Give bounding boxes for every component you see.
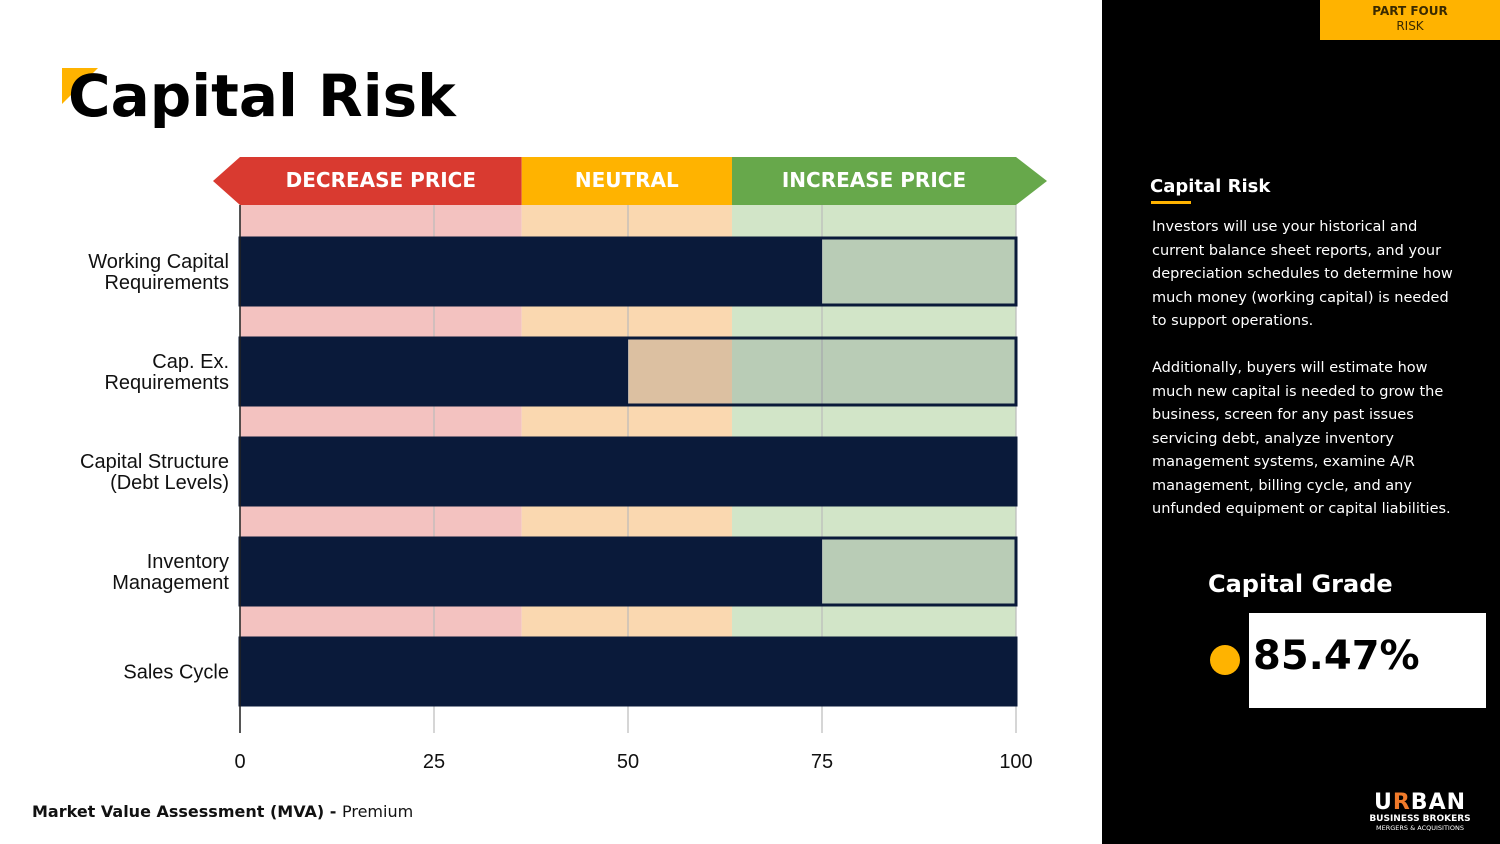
- grade-value: 85.47%: [1249, 613, 1486, 708]
- bar: [240, 238, 822, 305]
- bar: [240, 338, 628, 405]
- sidebar: PART FOUR RISK Capital Risk Investors wil…: [1102, 0, 1500, 844]
- section-label: RISK: [1396, 19, 1424, 33]
- zone-label: NEUTRAL: [575, 168, 679, 192]
- footer: Market Value Assessment (MVA) - Premium: [32, 802, 413, 821]
- category-label: Sales Cycle: [123, 662, 229, 684]
- footer-label: Market Value Assessment (MVA) -: [32, 802, 342, 821]
- paragraph-2: Additionally, buyers will estimate how m…: [1152, 360, 1451, 517]
- section-badge: PART FOUR RISK: [1320, 0, 1500, 40]
- logo-line3: MERGERS & ACQUISITIONS: [1376, 824, 1464, 832]
- x-tick-label: 0: [234, 751, 245, 773]
- title-underline: [1151, 201, 1191, 204]
- title-accent-icon: [62, 68, 98, 104]
- zone-header-2: [731, 157, 1047, 205]
- category-label: Capital Structure: [80, 451, 229, 473]
- category-label: Management: [112, 572, 229, 594]
- bar: [240, 638, 1016, 705]
- bar: [240, 538, 822, 605]
- grade-status-dot-icon: [1210, 645, 1240, 675]
- footer-tier: Premium: [341, 802, 414, 821]
- capital-risk-chart: DECREASE PRICE NEUTRAL INCREASE PRICE Worki…: [80, 157, 1047, 773]
- grade-label: Capital Grade: [1208, 570, 1393, 598]
- sidebar-description: Investors will use your historical and c…: [1152, 216, 1462, 545]
- bar: [240, 438, 1016, 505]
- logo-urban: URBAN: [1373, 790, 1467, 815]
- x-tick-label: 100: [999, 751, 1032, 773]
- part-label: PART FOUR: [1372, 4, 1448, 18]
- category-label: Working Capital: [88, 251, 229, 273]
- category-label: (Debt Levels): [110, 472, 229, 494]
- category-label: Requirements: [104, 372, 229, 394]
- zone-label: INCREASE PRICE: [782, 168, 966, 192]
- zone-header-0: [213, 157, 522, 205]
- x-tick-label: 75: [811, 751, 833, 773]
- category-label: Requirements: [104, 272, 229, 294]
- zone-header-1: [521, 157, 732, 205]
- x-tick-label: 50: [617, 751, 639, 773]
- slide-main: Capital Risk DECREASE PRICE NEUTRAL INCREA…: [32, 62, 1047, 821]
- urban-logo: URBAN BUSINESS BROKERS MERGERS & ACQUISI…: [1364, 792, 1476, 833]
- paragraph-1: Investors will use your historical and c…: [1152, 219, 1453, 329]
- category-label: Inventory: [147, 551, 229, 573]
- sidebar-title: Capital Risk: [1150, 176, 1271, 197]
- category-label: Cap. Ex.: [152, 351, 229, 373]
- zone-label: DECREASE PRICE: [286, 168, 476, 192]
- page-title: Capital Risk: [68, 62, 456, 130]
- logo-line2: BUSINESS BROKERS: [1369, 814, 1471, 824]
- x-tick-label: 25: [423, 751, 445, 773]
